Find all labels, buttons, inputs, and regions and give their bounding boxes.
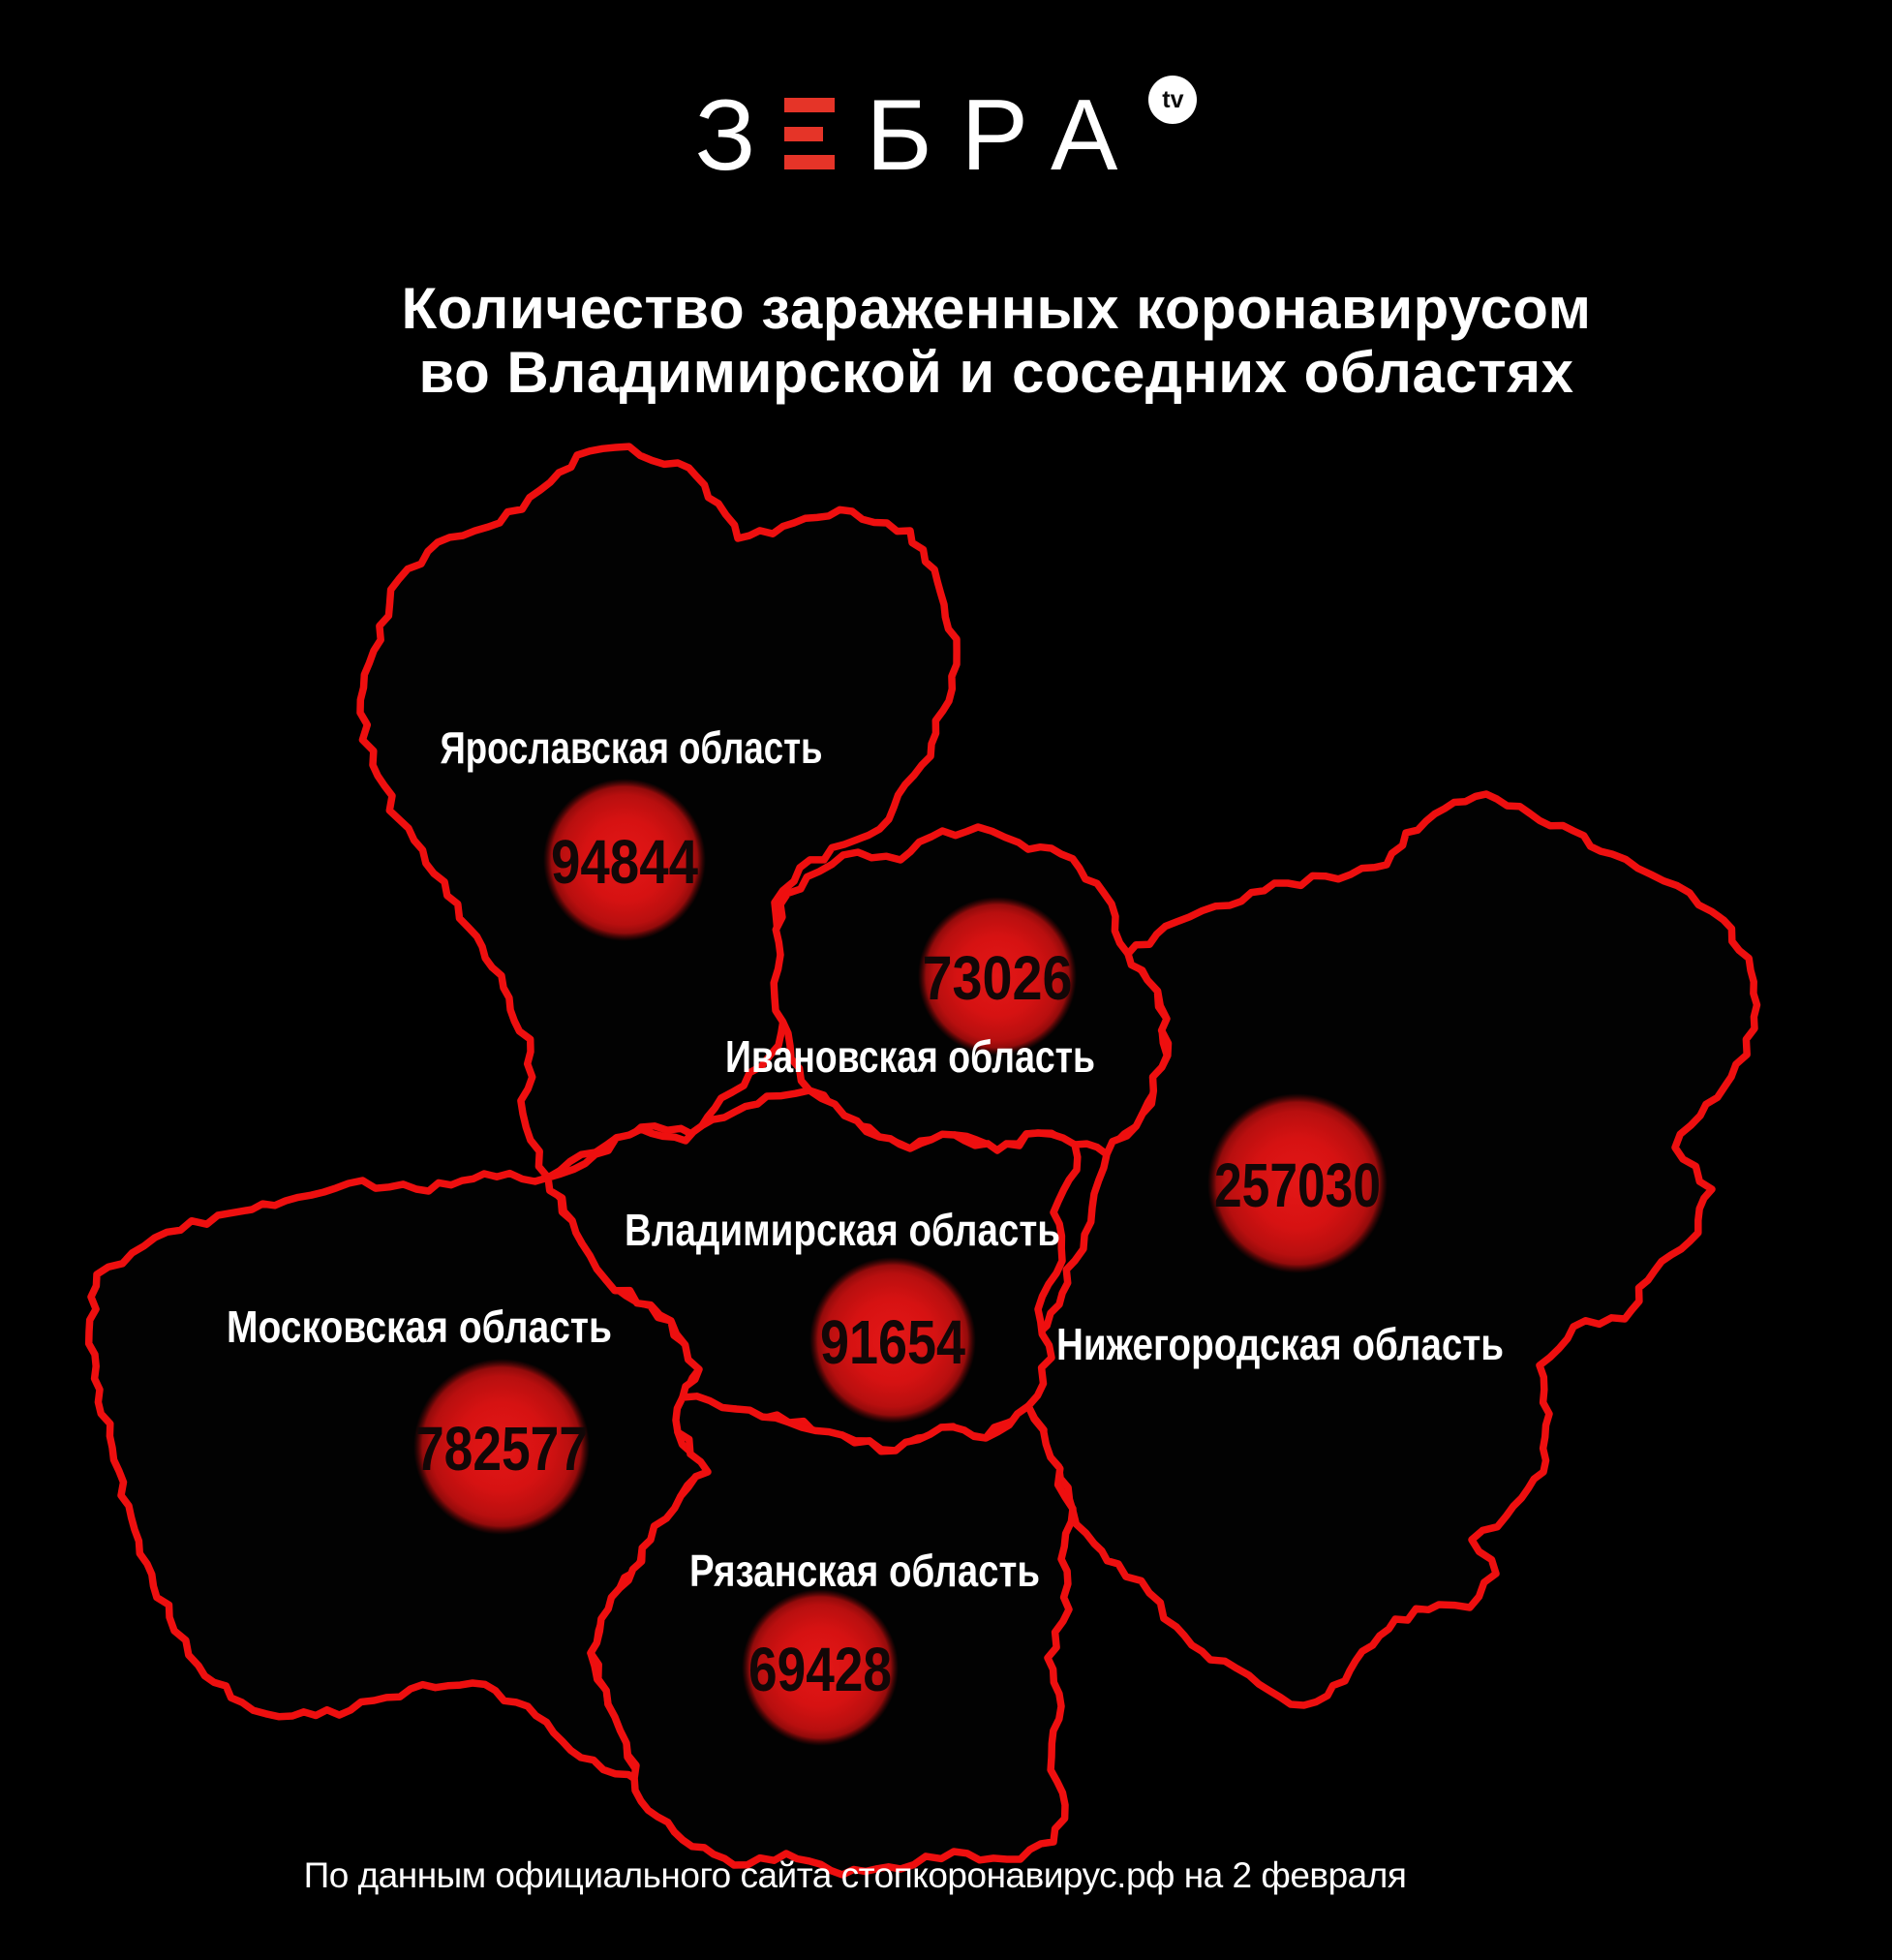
- region-label-moscow: Московская область: [227, 1302, 612, 1352]
- infection-circle-ryazan: [742, 1589, 899, 1746]
- logo-bar-bottom: [784, 155, 836, 169]
- region-label-ryazan: Рязанская область: [689, 1546, 1040, 1596]
- infection-circle-moscow: [413, 1359, 590, 1535]
- logo-bar-middle: [784, 126, 824, 141]
- region-label-nizhny-novgorod: Нижегородская область: [1056, 1319, 1504, 1369]
- infection-circle-nizhny-novgorod: [1207, 1093, 1388, 1273]
- region-label-vladimir: Владимирская область: [625, 1205, 1060, 1255]
- title-line1: Количество зараженных коронавирусом: [401, 276, 1592, 342]
- infection-count-ivanovo: 73026: [923, 943, 1073, 1013]
- region-label-ivanovo: Ивановская область: [725, 1031, 1095, 1082]
- infection-circle-ivanovo: [918, 897, 1077, 1056]
- infection-count-moscow: 782577: [415, 1414, 588, 1484]
- logo-letter-z: З: [694, 79, 756, 192]
- page-title: Количество зараженных коронавирусом во В…: [173, 277, 1819, 405]
- infection-count-vladimir: 91654: [820, 1307, 965, 1377]
- infection-count-ryazan: 69428: [748, 1635, 892, 1704]
- infection-count-nizhny-novgorod: 257030: [1214, 1150, 1381, 1220]
- logo-letter-e-bars-icon: [784, 98, 836, 169]
- title-line2: во Владимирской и соседних областях: [418, 340, 1574, 406]
- region-outline-nizhny-novgorod: [1013, 790, 1761, 1709]
- infection-circle-yaroslavl: [543, 779, 706, 941]
- region-label-yaroslavl: Ярославская область: [441, 722, 823, 773]
- infection-circle-vladimir: [809, 1257, 976, 1424]
- infection-count-yaroslavl: 94844: [551, 827, 698, 897]
- logo-letters-bra: БРА: [866, 79, 1147, 192]
- logo-bar-top: [784, 98, 836, 112]
- tv-badge: tv: [1148, 76, 1198, 124]
- zebra-logo: З БРА tv: [0, 76, 1892, 192]
- footer-source-note: По данным официального сайта стопкоронав…: [303, 1855, 1407, 1895]
